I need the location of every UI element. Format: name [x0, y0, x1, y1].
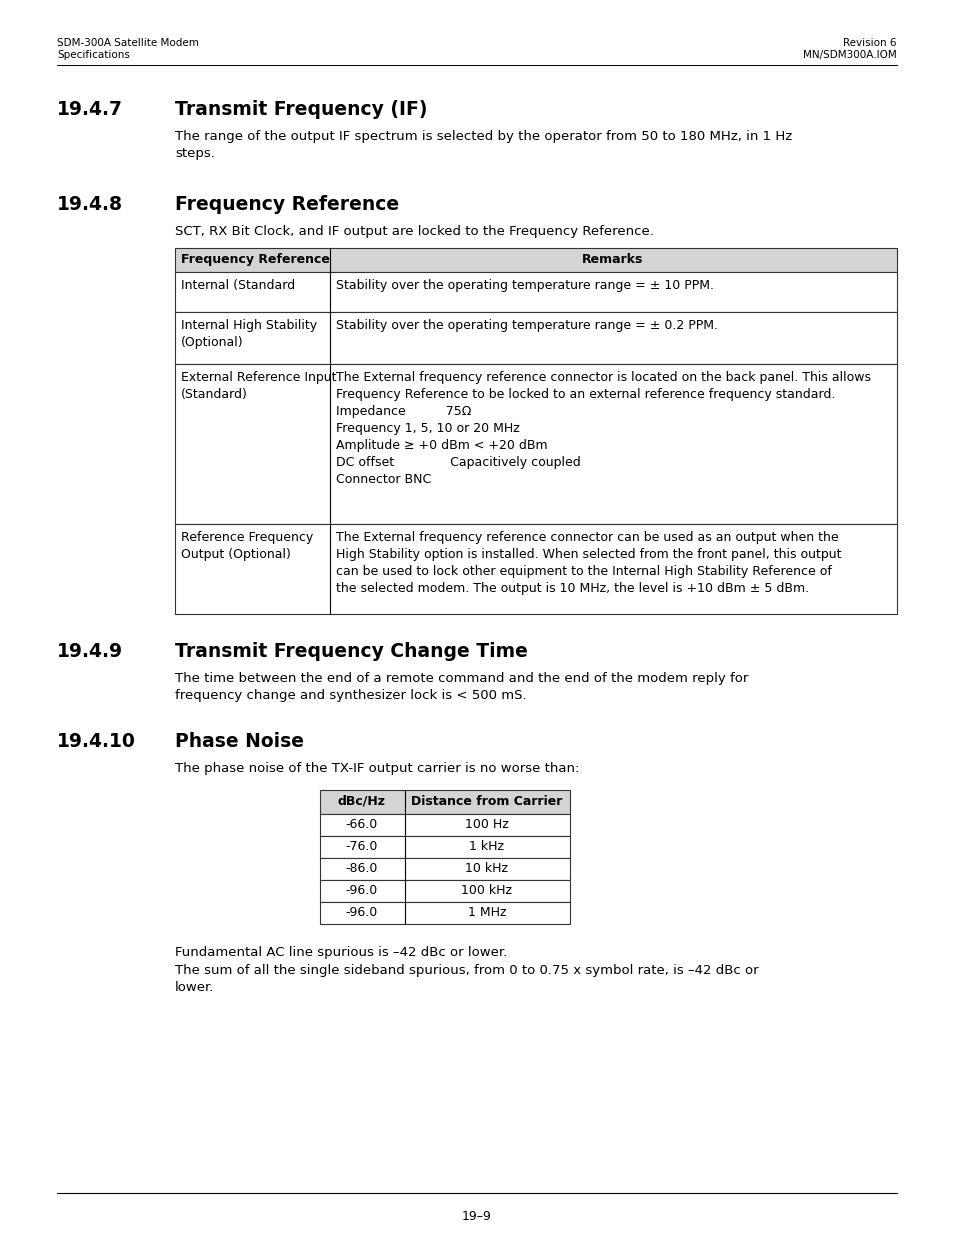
Text: The External frequency reference connector is located on the back panel. This al: The External frequency reference connect… [335, 370, 870, 487]
Text: 19.4.7: 19.4.7 [57, 100, 123, 119]
Bar [319, 836, 569, 858]
Bar [319, 790, 569, 814]
Text: 19–9: 19–9 [461, 1210, 492, 1223]
Bar [174, 364, 896, 524]
Bar [319, 858, 569, 881]
Bar [319, 902, 569, 924]
Bar [319, 881, 569, 902]
Text: The sum of all the single sideband spurious, from 0 to 0.75 x symbol rate, is –4: The sum of all the single sideband spuri… [174, 965, 758, 994]
Text: 100 Hz: 100 Hz [465, 818, 508, 831]
Text: Internal High Stability
(Optional): Internal High Stability (Optional) [181, 319, 316, 350]
Bar [174, 312, 896, 364]
Text: SCT, RX Bit Clock, and IF output are locked to the Frequency Reference.: SCT, RX Bit Clock, and IF output are loc… [174, 225, 653, 238]
Text: dBc/Hz: dBc/Hz [337, 795, 386, 808]
Text: -66.0: -66.0 [346, 818, 377, 831]
Text: Transmit Frequency (IF): Transmit Frequency (IF) [174, 100, 427, 119]
Text: Reference Frequency
Output (Optional): Reference Frequency Output (Optional) [181, 531, 313, 561]
Text: SDM-300A Satellite Modem: SDM-300A Satellite Modem [57, 38, 198, 48]
Text: Stability over the operating temperature range = ± 10 PPM.: Stability over the operating temperature… [335, 279, 713, 291]
Text: The range of the output IF spectrum is selected by the operator from 50 to 180 M: The range of the output IF spectrum is s… [174, 130, 791, 161]
Bar [174, 524, 896, 614]
Bar [174, 272, 896, 312]
Text: Transmit Frequency Change Time: Transmit Frequency Change Time [174, 642, 527, 661]
Text: 19.4.8: 19.4.8 [57, 195, 123, 214]
Text: Distance from Carrier: Distance from Carrier [411, 795, 562, 808]
Text: The time between the end of a remote command and the end of the modem reply for
: The time between the end of a remote com… [174, 672, 747, 701]
Text: MN/SDM300A.IOM: MN/SDM300A.IOM [802, 49, 896, 61]
Text: -96.0: -96.0 [346, 884, 377, 897]
Text: Specifications: Specifications [57, 49, 130, 61]
Text: -96.0: -96.0 [346, 906, 377, 919]
Text: Frequency Reference: Frequency Reference [181, 253, 330, 266]
Text: Revision 6: Revision 6 [842, 38, 896, 48]
Text: -76.0: -76.0 [345, 840, 377, 853]
Text: 100 kHz: 100 kHz [461, 884, 512, 897]
Text: 19.4.9: 19.4.9 [57, 642, 123, 661]
Bar [319, 814, 569, 836]
Text: The External frequency reference connector can be used as an output when the
Hig: The External frequency reference connect… [335, 531, 841, 595]
Text: Phase Noise: Phase Noise [174, 732, 304, 751]
Text: Stability over the operating temperature range = ± 0.2 PPM.: Stability over the operating temperature… [335, 319, 718, 332]
Text: 10 kHz: 10 kHz [465, 862, 508, 876]
Text: External Reference Input
(Standard): External Reference Input (Standard) [181, 370, 336, 401]
Text: The phase noise of the TX-IF output carrier is no worse than:: The phase noise of the TX-IF output carr… [174, 762, 578, 776]
Text: 19.4.10: 19.4.10 [57, 732, 135, 751]
Text: 1 MHz: 1 MHz [467, 906, 506, 919]
Text: Fundamental AC line spurious is –42 dBc or lower.: Fundamental AC line spurious is –42 dBc … [174, 946, 507, 960]
Text: Internal (Standard: Internal (Standard [181, 279, 294, 291]
Text: Frequency Reference: Frequency Reference [174, 195, 398, 214]
Text: -86.0: -86.0 [345, 862, 377, 876]
Bar [174, 248, 896, 272]
Text: 1 kHz: 1 kHz [469, 840, 504, 853]
Text: Remarks: Remarks [581, 253, 643, 266]
